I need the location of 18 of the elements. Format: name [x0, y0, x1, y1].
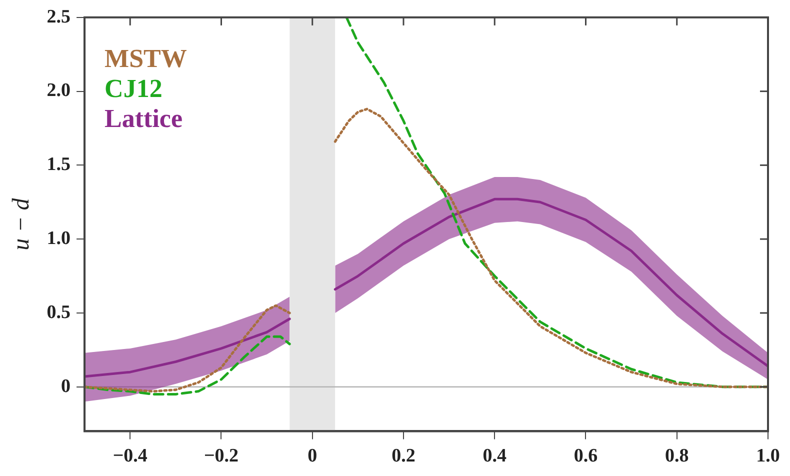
y-tick-label: 2.0: [46, 80, 71, 102]
x-tick-label: 0.4: [482, 446, 507, 467]
x-tick-label: 0.8: [665, 446, 689, 467]
y-tick-label: 0: [61, 376, 71, 397]
x-tick-label: 1.0: [756, 446, 780, 467]
y-tick-label: 2.5: [46, 6, 71, 28]
x-tick-label: 0.6: [574, 446, 598, 467]
text: CJ12: [104, 74, 162, 104]
text: MSTW: [104, 44, 187, 74]
x-tick-label: 0: [308, 446, 318, 467]
x-tick-label: −0.4: [112, 446, 148, 467]
x-tick-label: 0.2: [392, 446, 416, 467]
y-tick-label: 1.0: [46, 228, 71, 249]
y-tick-label: 0.5: [46, 302, 71, 323]
x-tick-label: −0.2: [204, 446, 239, 467]
y-axis-title: u − d: [8, 197, 35, 250]
text: Lattice: [104, 104, 183, 134]
y-tick-label: 1.5: [46, 154, 71, 176]
